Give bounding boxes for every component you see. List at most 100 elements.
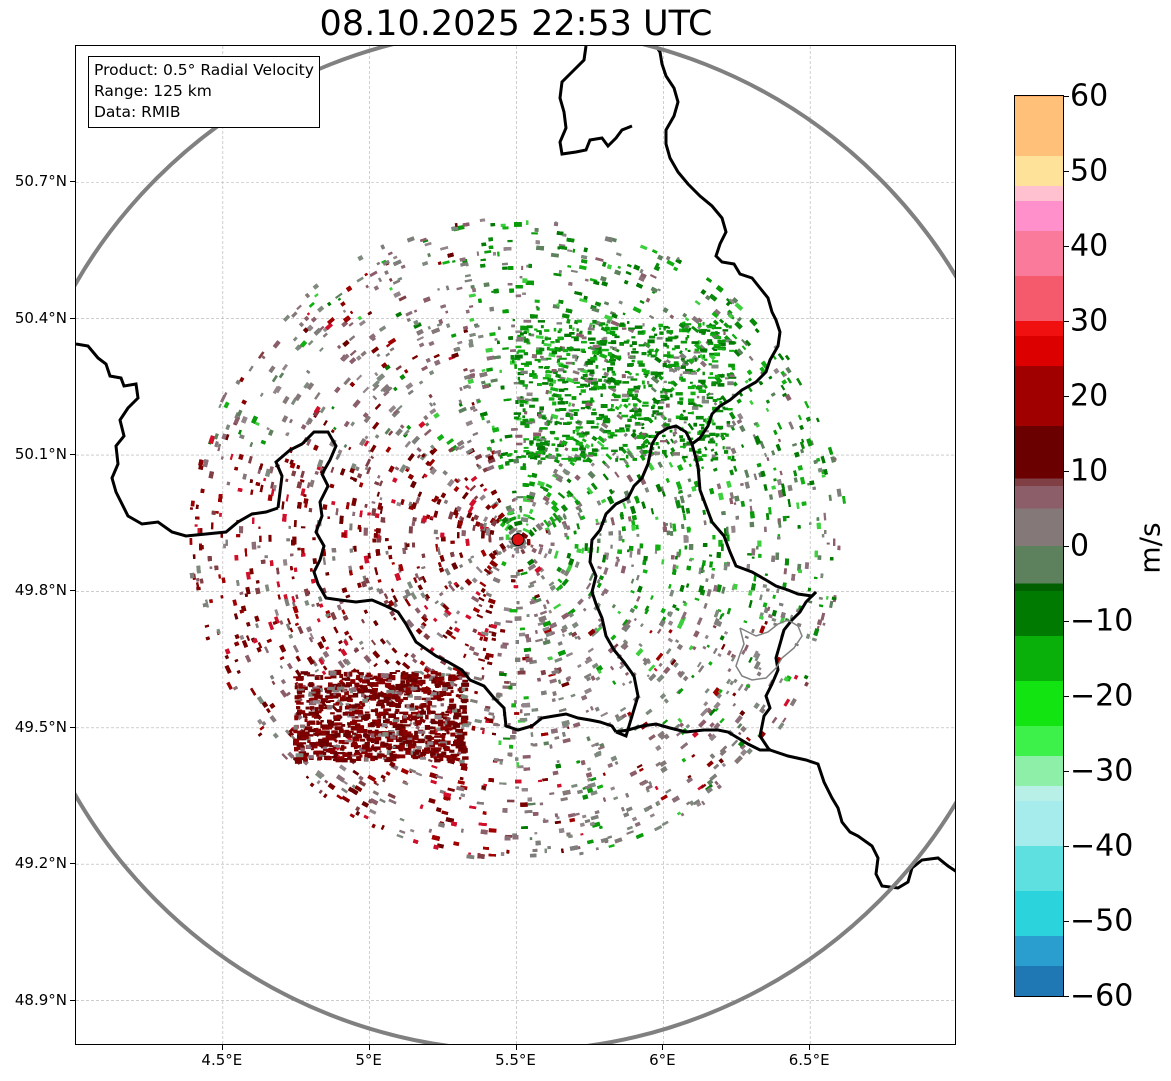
country-borders (76, 46, 955, 890)
colorbar-label: m/s (1133, 522, 1167, 574)
colorbar-segment (1015, 96, 1063, 156)
colorbar-segment (1015, 231, 1063, 276)
colorbar-segment (1015, 508, 1063, 546)
lat-tick-mark (70, 726, 75, 728)
colorbar-segment (1015, 276, 1063, 321)
colorbar-tick-mark (1064, 471, 1069, 472)
lon-tick-label: 5°E (355, 1051, 382, 1069)
lon-tick-label: 5.5°E (495, 1051, 536, 1069)
colorbar-segment (1015, 96, 1063, 97)
border-france-belgium-west (76, 342, 279, 538)
colorbar-segment (1015, 478, 1063, 486)
info-product: Product: 0.5° Radial Velocity (94, 61, 314, 79)
colorbar-segment (1015, 321, 1063, 336)
colorbar-tick-mark (1064, 96, 1069, 97)
colorbar-segment (1015, 846, 1063, 891)
lat-tick-label: 49.8°N (14, 581, 67, 600)
colorbar-segment (1015, 681, 1063, 726)
colorbar-tick-label: −20 (1070, 678, 1134, 714)
colorbar-tick-mark (1064, 171, 1069, 172)
colorbar-canvas (1015, 96, 1063, 996)
colorbar-segment (1015, 336, 1063, 366)
colorbar-segment (1015, 583, 1063, 591)
colorbar-tick-mark (1064, 696, 1069, 697)
lat-tick-label: 50.1°N (14, 445, 67, 464)
border-belgium-germany-north (654, 46, 782, 446)
colorbar-tick-mark (1064, 396, 1069, 397)
lat-tick-mark (70, 590, 75, 592)
border-luxembourg-inner (735, 619, 803, 681)
lon-tick-mark (368, 1045, 370, 1050)
radar-map[interactable] (75, 45, 956, 1045)
lon-tick-label: 6°E (649, 1051, 676, 1069)
lon-tick-label: 4.5°E (201, 1051, 243, 1069)
lat-tick-label: 50.7°N (14, 172, 67, 191)
info-box: Product: 0.5° Radial Velocity Range: 125… (88, 56, 320, 128)
lon-tick-label: 6.5°E (788, 1051, 830, 1069)
colorbar-tick-label: −30 (1070, 753, 1134, 789)
colorbar (1014, 95, 1064, 997)
colorbar-tick-mark (1064, 771, 1069, 772)
colorbar-tick-label: −10 (1070, 603, 1134, 639)
colorbar-segment (1015, 426, 1063, 479)
colorbar-tick-mark (1064, 921, 1069, 922)
radar-site-marker[interactable] (511, 533, 525, 547)
lon-tick-mark (809, 1045, 811, 1050)
colorbar-tick-label: −40 (1070, 828, 1134, 864)
lat-tick-label: 49.5°N (14, 717, 67, 736)
radar-map-canvas (76, 46, 955, 1044)
border-nl-north (558, 46, 633, 156)
colorbar-tick-mark (1064, 621, 1069, 622)
colorbar-segment (1015, 156, 1063, 186)
border-luxembourg-germany (758, 590, 818, 752)
colorbar-segment (1015, 201, 1063, 231)
colorbar-segment (1015, 186, 1063, 201)
colorbar-tick-mark (1064, 996, 1069, 997)
lat-tick-label: 49.2°N (14, 854, 67, 873)
lat-tick-mark (70, 454, 75, 456)
plot-title: 08.10.2025 22:53 UTC (319, 4, 713, 44)
colorbar-tick-mark (1064, 246, 1069, 247)
colorbar-segment (1015, 801, 1063, 846)
colorbar-tick-mark (1064, 321, 1069, 322)
colorbar-tick-label: −50 (1070, 903, 1134, 939)
colorbar-segment (1015, 591, 1063, 636)
border-belgium-germany (690, 443, 818, 598)
lat-tick-label: 48.9°N (14, 990, 67, 1009)
colorbar-tick-label: 10 (1070, 453, 1109, 489)
colorbar-segment (1015, 486, 1063, 509)
lat-tick-mark (70, 181, 75, 183)
colorbar-tick-label: −60 (1070, 978, 1134, 1014)
border-france-germany-east (769, 748, 955, 890)
colorbar-tick-label: 0 (1070, 528, 1090, 564)
lon-tick-mark (662, 1045, 664, 1050)
colorbar-tick-label: 20 (1070, 378, 1109, 414)
colorbar-tick-mark (1064, 546, 1069, 547)
colorbar-segment (1015, 786, 1063, 801)
colorbar-segment (1015, 936, 1063, 966)
colorbar-segment (1015, 546, 1063, 584)
lon-tick-mark (515, 1045, 517, 1050)
colorbar-segment (1015, 726, 1063, 756)
border-luxembourg-france (615, 722, 770, 752)
colorbar-tick-label: 60 (1070, 78, 1109, 114)
velocity-echoes (189, 218, 846, 860)
lat-tick-mark (70, 317, 75, 319)
colorbar-segment (1015, 636, 1063, 681)
colorbar-tick-label: 30 (1070, 303, 1109, 339)
lat-tick-mark (70, 863, 75, 865)
info-source: Data: RMIB (94, 103, 181, 121)
lon-tick-mark (221, 1045, 223, 1050)
colorbar-tick-label: 50 (1070, 153, 1109, 189)
colorbar-tick-label: 40 (1070, 228, 1109, 264)
border-belgium-luxembourg (588, 424, 694, 739)
colorbar-segment (1015, 891, 1063, 936)
colorbar-segment (1015, 756, 1063, 786)
lat-tick-label: 50.4°N (14, 308, 67, 327)
info-range: Range: 125 km (94, 82, 212, 100)
colorbar-segment (1015, 366, 1063, 426)
colorbar-tick-mark (1064, 846, 1069, 847)
colorbar-segment (1015, 966, 1063, 996)
border-belgium-france-south (274, 430, 618, 733)
lat-tick-mark (70, 999, 75, 1001)
